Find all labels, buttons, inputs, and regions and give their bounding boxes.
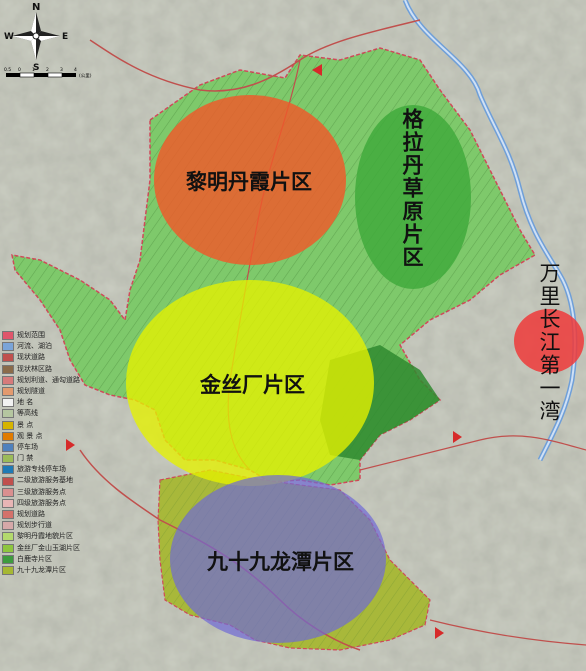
legend-item: 门 禁 [2, 453, 94, 464]
legend-item: 四级旅游服务点 [2, 498, 94, 509]
legend-label: 规划范围 [17, 331, 45, 339]
legend-label: 四级旅游服务点 [17, 498, 66, 507]
legend-item: 规划步行道 [2, 520, 94, 531]
compass-rose-icon [12, 12, 60, 60]
legend-label: 二级旅游服务基地 [17, 476, 73, 485]
legend-item: 金丝厂金山玉湖片区 [2, 543, 94, 554]
road [429, 619, 586, 646]
legend-item: 地 名 [2, 397, 94, 408]
svg-text:4: 4 [74, 67, 77, 73]
legend-item: 三级旅游服务点 [2, 487, 94, 498]
compass-north: N [32, 2, 40, 13]
jiushijiu-zone[interactable] [170, 475, 386, 643]
liming-zone-label: 黎明丹霞片区 [186, 170, 312, 194]
legend-label: 现状道路 [17, 353, 45, 362]
liming-zone[interactable] [154, 95, 346, 265]
legend-swatch [2, 532, 14, 542]
svg-text:0.5: 0.5 [4, 67, 11, 73]
legend-swatch [2, 353, 14, 363]
legend-swatch [2, 566, 14, 576]
legend-swatch [2, 375, 14, 385]
legend-label: 观 景 点 [17, 431, 43, 440]
flag-marker [66, 64, 462, 639]
svg-text:1: 1 [32, 67, 35, 73]
legend-label: 停车场 [17, 442, 38, 451]
legend-swatch [2, 487, 14, 497]
legend-swatch [2, 331, 14, 341]
legend-item: 白鹿寺片区 [2, 554, 94, 565]
legend-item: 观 景 点 [2, 431, 94, 442]
legend-item: 规划隧道 [2, 386, 94, 397]
compass-west: W [4, 32, 14, 42]
legend-swatch [2, 387, 14, 397]
legend-label: 规划隧道 [17, 386, 45, 395]
legend-item: 规划道路 [2, 509, 94, 520]
road [89, 19, 421, 92]
legend-label: 景 点 [17, 420, 34, 429]
legend-label: 等高线 [17, 409, 38, 418]
legend-label: 旅游专线停车场 [17, 465, 66, 474]
jinsi-zone[interactable] [126, 280, 374, 486]
scale-bar: 0.5 0 1 2 3 4 (公里) [4, 67, 92, 79]
legend-swatch [2, 454, 14, 464]
legend-item: 景 点 [2, 420, 94, 431]
legend-item: 规划利道、通勾道路 [2, 375, 94, 386]
compass-east: E [62, 32, 68, 42]
svg-text:(公里): (公里) [79, 73, 92, 79]
legend-swatch [2, 442, 14, 452]
svg-text:0: 0 [18, 67, 21, 73]
legend-label: 金丝厂金山玉湖片区 [17, 543, 80, 552]
legend-label: 规划步行道 [17, 521, 52, 530]
wanli-zone[interactable] [514, 309, 584, 373]
legend-label: 黎明丹霞地貌片区 [17, 532, 73, 541]
legend-label: 现状林区路 [17, 364, 52, 373]
legend-item: 规划范围 [2, 330, 94, 341]
legend-label: 白鹿寺片区 [17, 554, 52, 563]
legend-item: 九十九龙潭片区 [2, 565, 94, 576]
legend-swatch [2, 510, 14, 520]
legend-swatch [2, 420, 14, 430]
legend-item: 河流、湖泊 [2, 341, 94, 352]
svg-text:3: 3 [60, 67, 63, 73]
legend-swatch [2, 398, 14, 408]
legend-swatch [2, 364, 14, 374]
gela-zone[interactable] [355, 105, 471, 289]
legend-label: 三级旅游服务点 [17, 487, 66, 496]
legend-item: 二级旅游服务基地 [2, 475, 94, 486]
legend-label: 规划道路 [17, 510, 45, 518]
legend-swatch [2, 554, 14, 564]
road [359, 435, 586, 471]
jiushijiu-zone-label: 九十九龙潭片区 [207, 550, 354, 574]
gela-zone-label: 格拉丹草原片区 [400, 108, 424, 269]
legend-swatch [2, 498, 14, 508]
legend-label: 河流、湖泊 [17, 342, 52, 351]
legend-swatch [2, 431, 14, 441]
legend-swatch [2, 476, 14, 486]
legend-item: 停车场 [2, 442, 94, 453]
legend-item: 等高线 [2, 408, 94, 419]
legend-swatch [2, 409, 14, 419]
legend-label: 规划利道、通勾道路 [17, 375, 80, 384]
legend-item: 黎明丹霞地貌片区 [2, 531, 94, 542]
wanli-zone-label: 万里长江第一湾 [537, 262, 561, 423]
legend-swatch [2, 521, 14, 531]
legend-label: 门 禁 [17, 454, 34, 463]
legend-label: 地 名 [17, 398, 34, 407]
legend-item: 现状林区路 [2, 364, 94, 375]
compass-south: S [33, 63, 39, 73]
legend-item: 现状道路 [2, 352, 94, 363]
legend-item: 旅游专线停车场 [2, 464, 94, 475]
svg-text:2: 2 [46, 67, 49, 73]
legend-swatch [2, 465, 14, 475]
map-legend: 规划范围河流、湖泊现状道路现状林区路规划利道、通勾道路 规划隧道地 名等高线景 点… [2, 330, 94, 576]
jinsi-zone-label: 金丝厂片区 [200, 373, 305, 397]
legend-swatch [2, 543, 14, 553]
legend-swatch [2, 342, 14, 352]
legend-label: 九十九龙潭片区 [17, 565, 66, 574]
